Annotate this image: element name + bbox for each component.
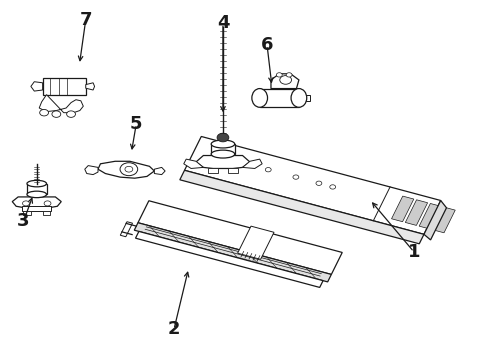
Polygon shape <box>299 95 310 101</box>
Polygon shape <box>180 170 424 244</box>
Polygon shape <box>134 223 331 282</box>
Ellipse shape <box>252 89 268 107</box>
Circle shape <box>23 201 29 206</box>
Polygon shape <box>31 82 43 91</box>
Polygon shape <box>98 161 154 178</box>
Polygon shape <box>85 166 98 175</box>
Polygon shape <box>433 207 455 233</box>
Text: 2: 2 <box>168 320 180 338</box>
Polygon shape <box>271 74 299 89</box>
Text: 4: 4 <box>217 14 229 32</box>
Polygon shape <box>419 203 441 229</box>
Text: 3: 3 <box>17 212 30 230</box>
Circle shape <box>52 111 61 117</box>
Polygon shape <box>243 159 262 168</box>
Circle shape <box>40 109 49 116</box>
Polygon shape <box>260 89 299 107</box>
Circle shape <box>286 73 292 77</box>
Circle shape <box>125 166 133 172</box>
Polygon shape <box>136 231 323 287</box>
Polygon shape <box>86 83 95 90</box>
Ellipse shape <box>211 150 235 158</box>
Circle shape <box>120 163 138 176</box>
Polygon shape <box>208 168 218 173</box>
Polygon shape <box>43 78 86 95</box>
Circle shape <box>330 185 336 189</box>
Ellipse shape <box>211 140 235 148</box>
Circle shape <box>316 181 322 185</box>
Text: 7: 7 <box>79 11 92 29</box>
Polygon shape <box>184 159 203 168</box>
Circle shape <box>67 111 75 117</box>
Polygon shape <box>238 226 274 259</box>
Polygon shape <box>405 200 428 225</box>
Circle shape <box>276 73 282 77</box>
Polygon shape <box>424 201 446 240</box>
Circle shape <box>265 167 271 172</box>
Polygon shape <box>12 197 61 208</box>
Ellipse shape <box>27 191 47 198</box>
Polygon shape <box>23 211 31 215</box>
Text: 5: 5 <box>130 115 143 133</box>
Polygon shape <box>154 167 165 175</box>
Circle shape <box>293 175 299 179</box>
Polygon shape <box>138 201 342 274</box>
Polygon shape <box>196 156 250 168</box>
Polygon shape <box>43 211 50 215</box>
Polygon shape <box>27 184 47 194</box>
Circle shape <box>44 201 51 206</box>
Ellipse shape <box>27 180 47 187</box>
Polygon shape <box>392 196 414 222</box>
Polygon shape <box>228 168 238 173</box>
Polygon shape <box>39 95 83 113</box>
Circle shape <box>217 133 229 142</box>
Polygon shape <box>185 136 441 234</box>
Polygon shape <box>22 206 51 211</box>
Circle shape <box>280 76 292 84</box>
Polygon shape <box>211 144 235 154</box>
Polygon shape <box>120 222 132 237</box>
Text: 1: 1 <box>408 243 420 261</box>
Text: 6: 6 <box>261 36 273 54</box>
Ellipse shape <box>291 89 307 107</box>
